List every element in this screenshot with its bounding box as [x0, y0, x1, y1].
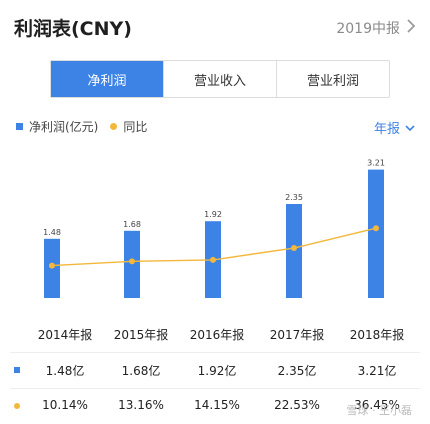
bar-value-label: 1.92	[204, 210, 222, 219]
bar-value-label: 1.68	[123, 220, 141, 229]
table-row: 10.14% 13.16% 14.15% 22.53% 36.45%	[0, 388, 430, 424]
bar	[124, 230, 140, 298]
line-legend-swatch	[110, 123, 118, 130]
chevron-down-icon	[405, 124, 415, 131]
table-header-cell: 2017年报	[269, 328, 325, 342]
line-row-marker	[14, 403, 20, 409]
yoy-point	[129, 258, 135, 265]
table-header-row: 2014年报 2015年报 2016年报 2017年报 2018年报	[0, 316, 430, 352]
chevron-right-icon[interactable]	[404, 18, 418, 34]
frequency-selector[interactable]: 年报	[374, 118, 416, 137]
table-cell: 10.14%	[42, 398, 88, 412]
bar	[368, 169, 384, 298]
yoy-point	[210, 256, 216, 263]
net-profit-chart: 1.48 1.68 1.92 2.35 3.21	[43, 159, 385, 298]
bar-value-label: 1.48	[43, 228, 61, 237]
bar-legend-swatch	[16, 123, 23, 130]
table-cell: 22.53%	[274, 398, 320, 412]
table-cell: 1.48亿	[45, 364, 85, 378]
table-cell: 2.35亿	[277, 364, 317, 378]
table-cell: 3.21亿	[357, 364, 397, 378]
header: 利润表(CNY) 2019中报	[0, 0, 430, 52]
bar-value-label: 2.35	[285, 193, 303, 202]
table-cell: 1.92亿	[197, 364, 237, 378]
data-table: 2014年报 2015年报 2016年报 2017年报 2018年报 1.48亿…	[0, 316, 430, 424]
table-row: 1.48亿 1.68亿 1.92亿 2.35亿 3.21亿	[0, 352, 430, 388]
table-cell: 1.68亿	[121, 364, 161, 378]
yoy-point	[291, 245, 297, 252]
yoy-point	[49, 262, 55, 269]
metric-tabs: 净利润 营业收入 营业利润	[50, 60, 390, 98]
watermark: 雪球 · 王小磊	[346, 404, 413, 417]
yoy-point	[373, 225, 379, 232]
frequency-label: 年报	[373, 122, 400, 137]
line-legend-label: 同比	[123, 120, 148, 134]
tab-net-profit[interactable]: 净利润	[51, 61, 163, 97]
chart-legend: 净利润(亿元) 同比	[16, 118, 147, 135]
table-cell: 14.15%	[194, 398, 240, 412]
table-header-cell: 2015年报	[113, 328, 169, 342]
tab-revenue[interactable]: 营业收入	[163, 61, 276, 97]
period-selector[interactable]: 2019中报	[336, 21, 400, 37]
table-cell: 13.16%	[118, 398, 164, 412]
bar-row-marker	[14, 367, 20, 373]
divider	[10, 388, 420, 389]
bar-value-label: 3.21	[367, 159, 385, 168]
bar-legend-label: 净利润(亿元)	[29, 120, 99, 134]
tab-operating-profit[interactable]: 营业利润	[276, 61, 389, 97]
divider	[10, 352, 420, 353]
table-header-cell: 2018年报	[349, 328, 405, 342]
table-cell: 36.45%	[354, 398, 400, 412]
page-title: 利润表(CNY)	[14, 18, 132, 40]
table-header-cell: 2014年报	[37, 328, 93, 342]
table-header-cell: 2016年报	[189, 328, 245, 342]
